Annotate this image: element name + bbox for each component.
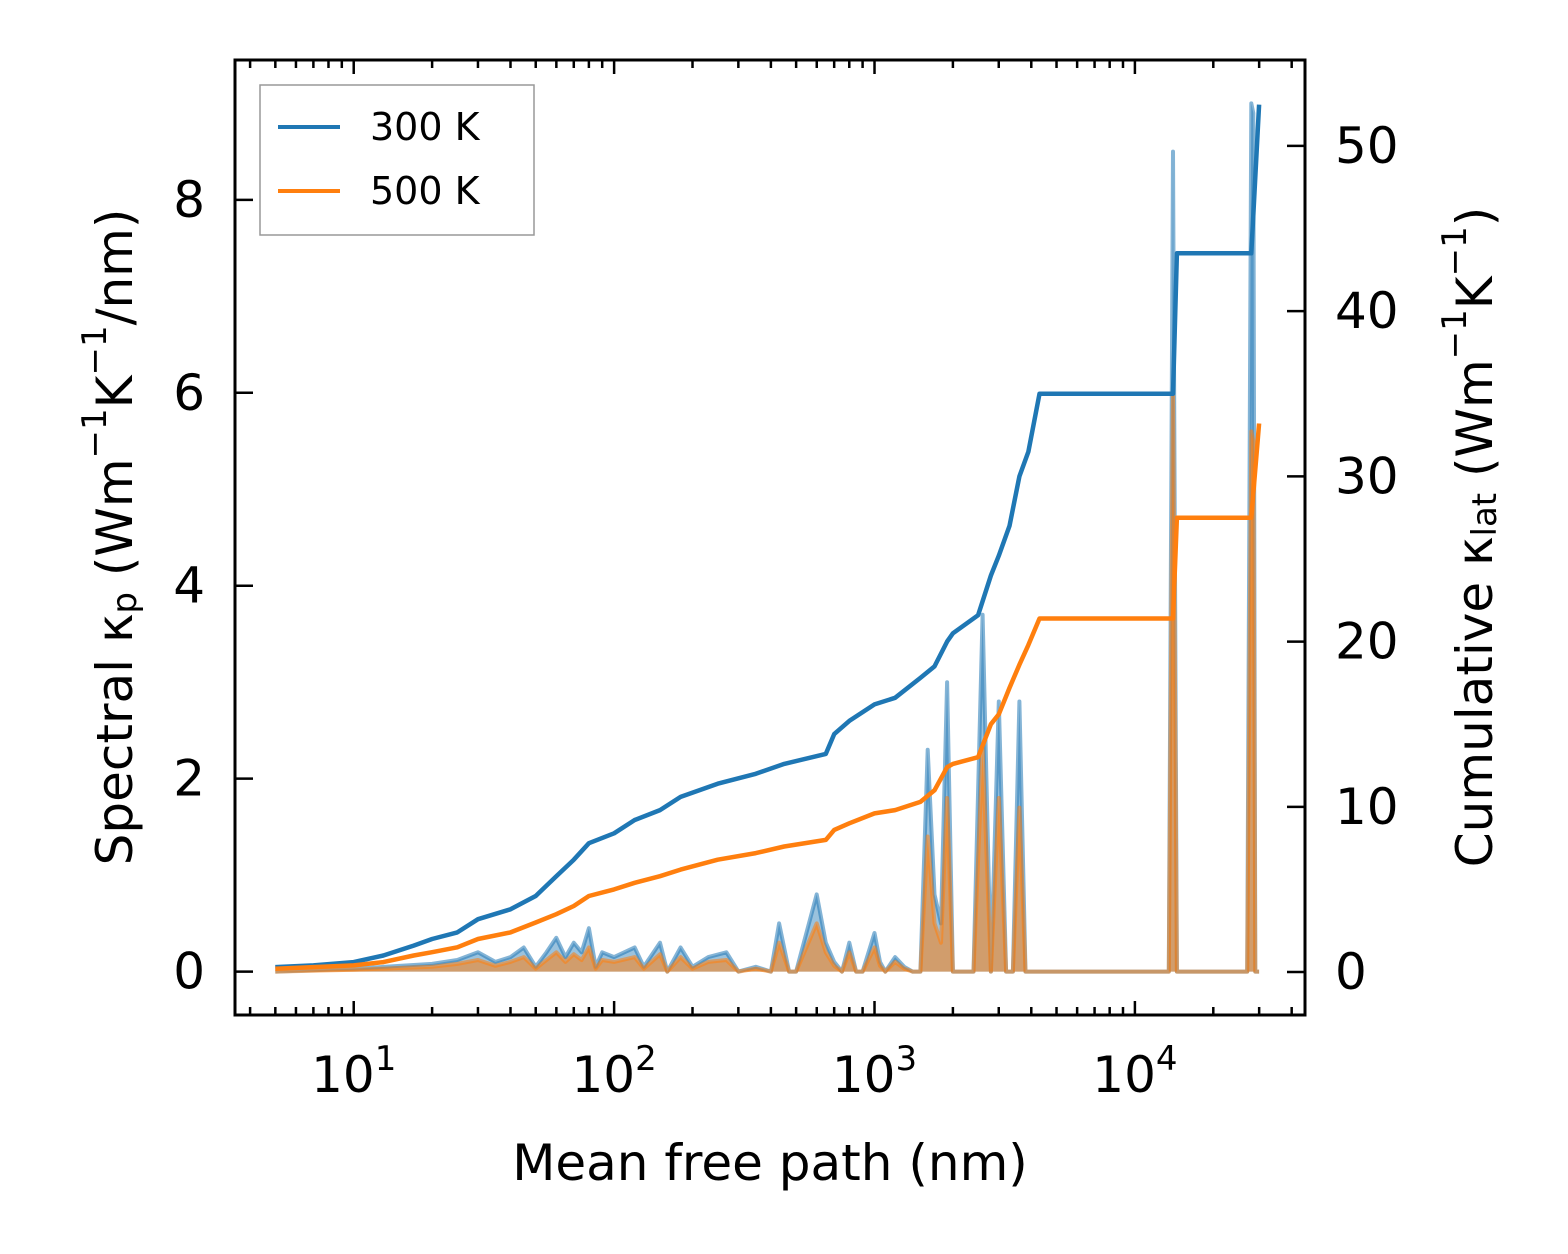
x-axis-label: Mean free path (nm) bbox=[512, 1134, 1028, 1192]
y-left-tick-label: 0 bbox=[173, 943, 205, 1001]
y-left-tick-label: 4 bbox=[173, 557, 205, 615]
y-right-tick-label: 30 bbox=[1335, 447, 1399, 505]
y-right-tick-label: 50 bbox=[1335, 117, 1399, 175]
legend-label-300k: 300 K bbox=[370, 105, 481, 149]
spectral-line-500k bbox=[275, 381, 1260, 974]
cumulative-line-500k bbox=[275, 423, 1262, 971]
legend-label-500k: 500 K bbox=[370, 169, 481, 213]
x-tick-label: 104 bbox=[1092, 1039, 1177, 1104]
cumulative-line-300k bbox=[275, 104, 1262, 970]
y-left-tick-labels: 0 2 4 6 8 bbox=[173, 171, 205, 1001]
y-right-tick-label: 20 bbox=[1335, 613, 1399, 671]
legend-box bbox=[259, 84, 535, 236]
y-left-tick-label: 8 bbox=[173, 171, 205, 229]
y-right-axis-label: Cumulative κlat (Wm−1K−1) bbox=[1435, 207, 1505, 867]
x-tick-label: 101 bbox=[311, 1039, 396, 1104]
y-right-tick-labels: 0 10 20 30 40 50 bbox=[1335, 117, 1399, 1001]
cumulative-series-layer bbox=[275, 104, 1262, 971]
spectral-series-layer bbox=[275, 101, 1260, 974]
y-right-tick-label: 10 bbox=[1335, 778, 1399, 836]
y-left-tick-label: 6 bbox=[173, 364, 205, 422]
x-tick-label: 103 bbox=[832, 1039, 917, 1104]
y-left-tick-label: 2 bbox=[173, 750, 205, 808]
legend: 300 K 500 K bbox=[259, 84, 535, 236]
y-right-tick-label: 40 bbox=[1335, 282, 1399, 340]
ticks-layer bbox=[235, 60, 1305, 1015]
x-tick-label: 102 bbox=[571, 1039, 656, 1104]
y-right-tick-label: 0 bbox=[1335, 943, 1367, 1001]
y-left-axis-label: Spectral κp (Wm−1K−1/nm) bbox=[75, 209, 145, 866]
x-tick-labels: 101 102 103 104 bbox=[311, 1039, 1177, 1104]
